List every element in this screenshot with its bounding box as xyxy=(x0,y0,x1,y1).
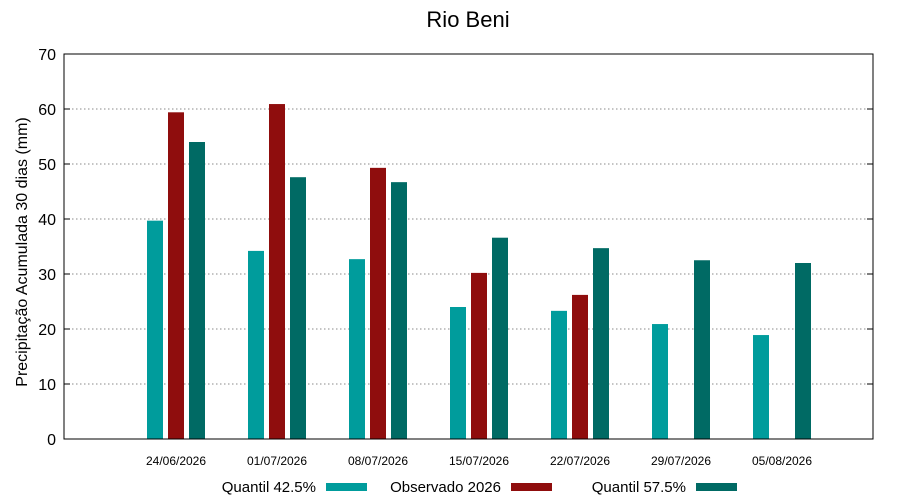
bar xyxy=(147,220,163,439)
y-tick-label: 20 xyxy=(38,322,56,339)
y-axis-label: Precipitação Acumulada 30 dias (mm) xyxy=(14,117,31,386)
bars xyxy=(147,104,811,440)
bar xyxy=(168,112,184,440)
x-tick-label: 08/07/2026 xyxy=(348,454,408,468)
bar xyxy=(753,335,769,439)
chart-title: Rio Beni xyxy=(426,7,509,32)
y-tick-label: 10 xyxy=(38,377,56,394)
bar xyxy=(492,237,508,439)
bar xyxy=(694,260,710,439)
y-tick-label: 0 xyxy=(47,432,56,449)
bar xyxy=(450,307,466,439)
bar xyxy=(471,272,487,439)
bar xyxy=(391,182,407,439)
legend-label: Quantil 57.5% xyxy=(592,479,686,496)
bar xyxy=(551,310,567,439)
bar xyxy=(269,104,285,440)
x-tick-label: 01/07/2026 xyxy=(247,454,307,468)
legend-label: Quantil 42.5% xyxy=(222,479,316,496)
y-tick-label: 60 xyxy=(38,102,56,119)
bar xyxy=(189,142,205,439)
y-tick-label: 50 xyxy=(38,157,56,174)
x-tick-label: 29/07/2026 xyxy=(651,454,711,468)
bar xyxy=(795,263,811,439)
x-tick-label: 22/07/2026 xyxy=(550,454,610,468)
y-ticks: 0 10 20 30 40 50 60 70 xyxy=(38,47,873,449)
x-tick-label: 24/06/2026 xyxy=(146,454,206,468)
x-tick-label: 15/07/2026 xyxy=(449,454,509,468)
bar xyxy=(572,294,588,439)
grid-lines xyxy=(64,108,873,385)
legend: Quantil 42.5% Observado 2026 Quantil 57.5% xyxy=(222,479,737,496)
y-tick-label: 40 xyxy=(38,212,56,229)
plot-frame xyxy=(63,53,874,440)
bar xyxy=(290,177,306,439)
bar xyxy=(370,167,386,439)
legend-label: Observado 2026 xyxy=(390,479,501,496)
x-tick-label: 05/08/2026 xyxy=(752,454,812,468)
y-tick-label: 70 xyxy=(38,47,56,64)
legend-swatch xyxy=(326,483,367,491)
x-ticks: 24/06/2026 01/07/2026 08/07/2026 15/07/2026… xyxy=(146,454,812,468)
bar xyxy=(593,248,609,439)
bar xyxy=(248,250,264,439)
legend-swatch xyxy=(696,483,737,491)
legend-swatch xyxy=(511,483,552,491)
y-tick-label: 30 xyxy=(38,267,56,284)
bar xyxy=(349,259,365,439)
bar xyxy=(652,324,668,439)
